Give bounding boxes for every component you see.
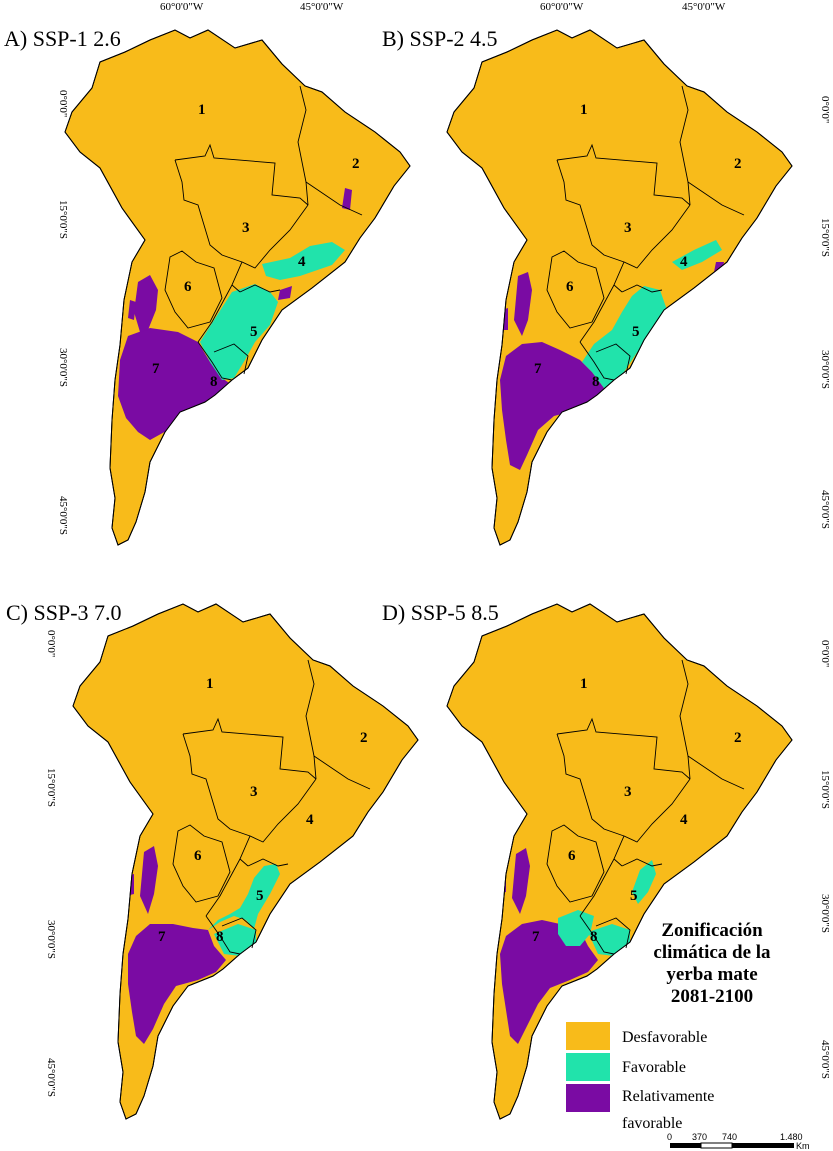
- region-label-7: 7: [534, 361, 542, 377]
- map-panel-d: D) SSP-5 8.5 1 2 3 4 5 6 7 8 0°0'0": [382, 600, 831, 1120]
- scale-bar: 0 370 740 1.480 Km: [667, 1132, 810, 1151]
- map-area: [446, 29, 793, 546]
- region-label-5: 5: [630, 888, 638, 904]
- lat-label-15s: 15°0'0"S: [45, 768, 57, 807]
- region-label-8: 8: [216, 929, 224, 945]
- lon-label-60w: 60°0'0"W: [540, 1, 584, 13]
- region-label-1: 1: [206, 676, 214, 692]
- favorable-zone: [208, 864, 280, 930]
- region-label-4: 4: [306, 812, 314, 828]
- lat-label-45s: 45°0'0"S: [57, 496, 69, 535]
- legend-label-unfavorable: Desfavorable: [622, 1029, 707, 1046]
- map-area: [72, 603, 419, 1120]
- lat-label-45s: 45°0'0"S: [819, 490, 831, 529]
- relatively-favorable-zone: [118, 328, 232, 440]
- region-label-7: 7: [152, 361, 160, 377]
- region-labels: 1 2 3 4 5 6 7 8: [158, 676, 368, 945]
- region-label-7: 7: [532, 929, 540, 945]
- lat-label-0: 0°0'0": [57, 90, 69, 117]
- panel-title: C) SSP-3 7.0: [6, 600, 122, 625]
- map-panel-c: C) SSP-3 7.0 1 2 3 4 5 6 7 8 0°0'0" 15°0…: [6, 600, 419, 1120]
- scale-tick-370: 370: [692, 1132, 707, 1142]
- lat-label-30s: 30°0'0"S: [57, 348, 69, 387]
- region-label-6: 6: [566, 279, 574, 295]
- favorable-zone: [200, 284, 278, 380]
- lat-label-45s: 45°0'0"S: [45, 1058, 57, 1097]
- region-labels: 1 2 3 4 5 6 7 8: [152, 102, 360, 390]
- scale-segment: [700, 1142, 733, 1149]
- lon-label-60w: 60°0'0"W: [160, 1, 204, 13]
- legend: Zonificación climática de la yerba mate …: [566, 920, 771, 1132]
- map-panel-b: B) SSP-2 4.5 1 2 3 4 5 6 7 8 60°0'0"W: [382, 1, 831, 546]
- lon-label-45w: 45°0'0"W: [300, 1, 344, 13]
- scale-segment: [732, 1143, 794, 1148]
- lat-label-15s: 15°0'0"S: [57, 200, 69, 239]
- legend-title-line: Zonificación: [661, 920, 763, 941]
- region-label-1: 1: [580, 102, 588, 118]
- region-label-3: 3: [242, 220, 250, 236]
- region-label-3: 3: [624, 220, 632, 236]
- lon-label-45w: 45°0'0"W: [682, 1, 726, 13]
- region-label-1: 1: [580, 676, 588, 692]
- legend-swatch-unfavorable: [566, 1022, 610, 1050]
- panel-title: D) SSP-5 8.5: [382, 600, 499, 625]
- region-label-8: 8: [590, 929, 598, 945]
- favorable-zone: [582, 286, 667, 388]
- region-label-4: 4: [680, 254, 688, 270]
- region-label-3: 3: [250, 784, 258, 800]
- map-panel-a: A) SSP-1 2.6 1 2 3 4 5 6 7 8 6: [4, 1, 411, 546]
- panel-title: A) SSP-1 2.6: [4, 26, 121, 51]
- legend-title-line: yerba mate: [666, 964, 757, 985]
- relatively-favorable-zone: [128, 924, 226, 1044]
- lat-label-30s: 30°0'0"S: [45, 920, 57, 959]
- region-label-8: 8: [592, 374, 600, 390]
- lat-label-0: 0°0'0": [819, 640, 831, 667]
- region-label-4: 4: [298, 254, 306, 270]
- relatively-favorable-zone: [500, 342, 604, 470]
- region-label-5: 5: [632, 324, 640, 340]
- region-label-5: 5: [256, 888, 264, 904]
- region-labels: 1 2 3 4 5 6 7 8: [534, 102, 742, 390]
- region-label-4: 4: [680, 812, 688, 828]
- region-label-3: 3: [624, 784, 632, 800]
- scale-tick-0: 0: [667, 1132, 672, 1142]
- region-label-2: 2: [352, 156, 360, 172]
- lat-label-15s: 15°0'0"S: [819, 770, 831, 809]
- map-area: [64, 29, 411, 546]
- legend-label-favorable: Favorable: [622, 1059, 686, 1076]
- legend-swatch-favorable: [566, 1053, 610, 1081]
- lat-label-0: 0°0'0": [819, 96, 831, 123]
- legend-title: Zonificación climática de la yerba mate …: [653, 920, 771, 1007]
- region-label-2: 2: [734, 730, 742, 746]
- map-area: [446, 603, 793, 1120]
- region-label-7: 7: [158, 929, 166, 945]
- region-label-8: 8: [210, 374, 218, 390]
- region-label-2: 2: [734, 156, 742, 172]
- region-label-6: 6: [568, 848, 576, 864]
- scale-tick-740: 740: [722, 1132, 737, 1142]
- region-label-6: 6: [194, 848, 202, 864]
- lat-label-30s: 30°0'0"S: [819, 350, 831, 389]
- favorable-zone: [558, 910, 594, 946]
- region-label-1: 1: [198, 102, 206, 118]
- legend-title-line: 2081-2100: [671, 986, 753, 1007]
- region-labels: 1 2 3 4 5 6 7 8: [532, 676, 742, 945]
- legend-label-relatively-favorable: Relativamente: [622, 1088, 714, 1105]
- legend-label-relatively-favorable-2: favorable: [622, 1115, 682, 1132]
- panel-title: B) SSP-2 4.5: [382, 26, 498, 51]
- relatively-favorable-zone: [500, 920, 598, 1044]
- lat-label-0: 0°0'0": [45, 630, 57, 657]
- region-label-2: 2: [360, 730, 368, 746]
- scale-tick-1480: 1.480: [780, 1132, 803, 1142]
- lat-label-15s: 15°0'0"S: [819, 218, 831, 257]
- legend-swatch-relatively-favorable: [566, 1084, 610, 1112]
- lat-label-30s: 30°0'0"S: [819, 894, 831, 933]
- region-label-5: 5: [250, 324, 258, 340]
- region-label-6: 6: [184, 279, 192, 295]
- legend-title-line: climática de la: [653, 942, 771, 963]
- scale-unit: Km: [796, 1141, 810, 1151]
- scale-segment: [670, 1143, 701, 1148]
- lat-label-45s: 45°0'0"S: [819, 1040, 831, 1079]
